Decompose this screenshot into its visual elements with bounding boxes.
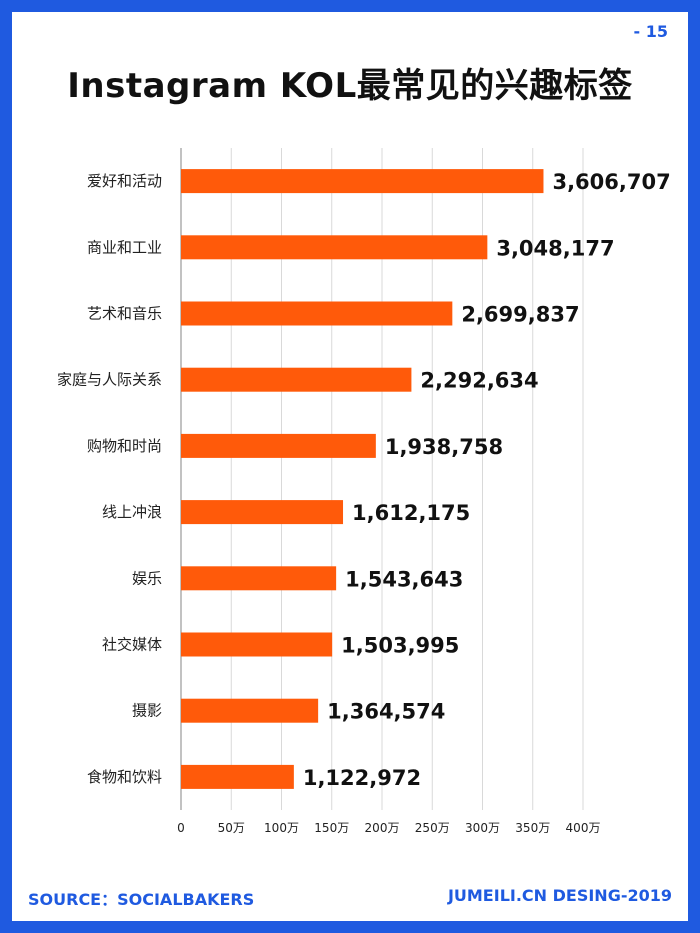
x-tick-label: 400万 <box>566 821 601 835</box>
category-label: 娱乐 <box>132 569 162 587</box>
source-label: SOURCE：SOCIALBAKERS <box>28 890 255 909</box>
bar <box>181 632 333 657</box>
x-tick-label: 0 <box>177 821 185 835</box>
x-tick-label: 250万 <box>415 821 450 835</box>
bar <box>181 566 337 591</box>
x-tick-label: 150万 <box>314 821 349 835</box>
page-number: - 15 <box>633 22 668 41</box>
chart-title: Instagram KOL最常见的兴趣标签 <box>67 66 633 106</box>
bar <box>181 235 488 260</box>
x-tick-label: 50万 <box>218 821 245 835</box>
category-label: 线上冲浪 <box>102 503 162 521</box>
value-label: 1,543,643 <box>345 567 463 591</box>
category-label: 家庭与人际关系 <box>57 371 162 389</box>
bar <box>181 698 319 723</box>
chart-card: - 15 Instagram KOL最常见的兴趣标签 <box>12 12 688 921</box>
bar <box>181 169 544 194</box>
value-label: 1,503,995 <box>341 634 459 658</box>
value-label: 1,612,175 <box>352 501 470 525</box>
x-tick-label: 200万 <box>365 821 400 835</box>
category-label: 食物和饮料 <box>87 768 162 786</box>
bar <box>181 367 412 392</box>
category-label: 摄影 <box>132 702 162 720</box>
credit-label: JUMEILI.CN DESING-2019 <box>447 886 672 905</box>
bar <box>181 433 376 458</box>
value-label: 2,292,634 <box>420 369 538 393</box>
category-label: 购物和时尚 <box>87 437 162 455</box>
category-label: 商业和工业 <box>87 238 162 256</box>
bar <box>181 500 344 525</box>
value-label: 3,048,177 <box>496 236 614 260</box>
x-tick-label: 100万 <box>264 821 299 835</box>
category-label: 艺术和音乐 <box>87 305 162 323</box>
value-label: 1,122,972 <box>303 766 421 790</box>
x-tick-label: 350万 <box>515 821 550 835</box>
value-label: 2,699,837 <box>461 303 579 327</box>
footer: SOURCE：SOCIALBAKERS JUMEILI.CN DESING-20… <box>0 876 700 916</box>
x-tick-label: 300万 <box>465 821 500 835</box>
bar <box>181 764 294 789</box>
value-label: 1,938,758 <box>385 435 503 459</box>
category-label: 爱好和活动 <box>87 172 162 190</box>
value-label: 3,606,707 <box>552 170 670 194</box>
bar <box>181 301 453 326</box>
category-label: 社交媒体 <box>102 636 162 654</box>
value-label: 1,364,574 <box>327 700 445 724</box>
